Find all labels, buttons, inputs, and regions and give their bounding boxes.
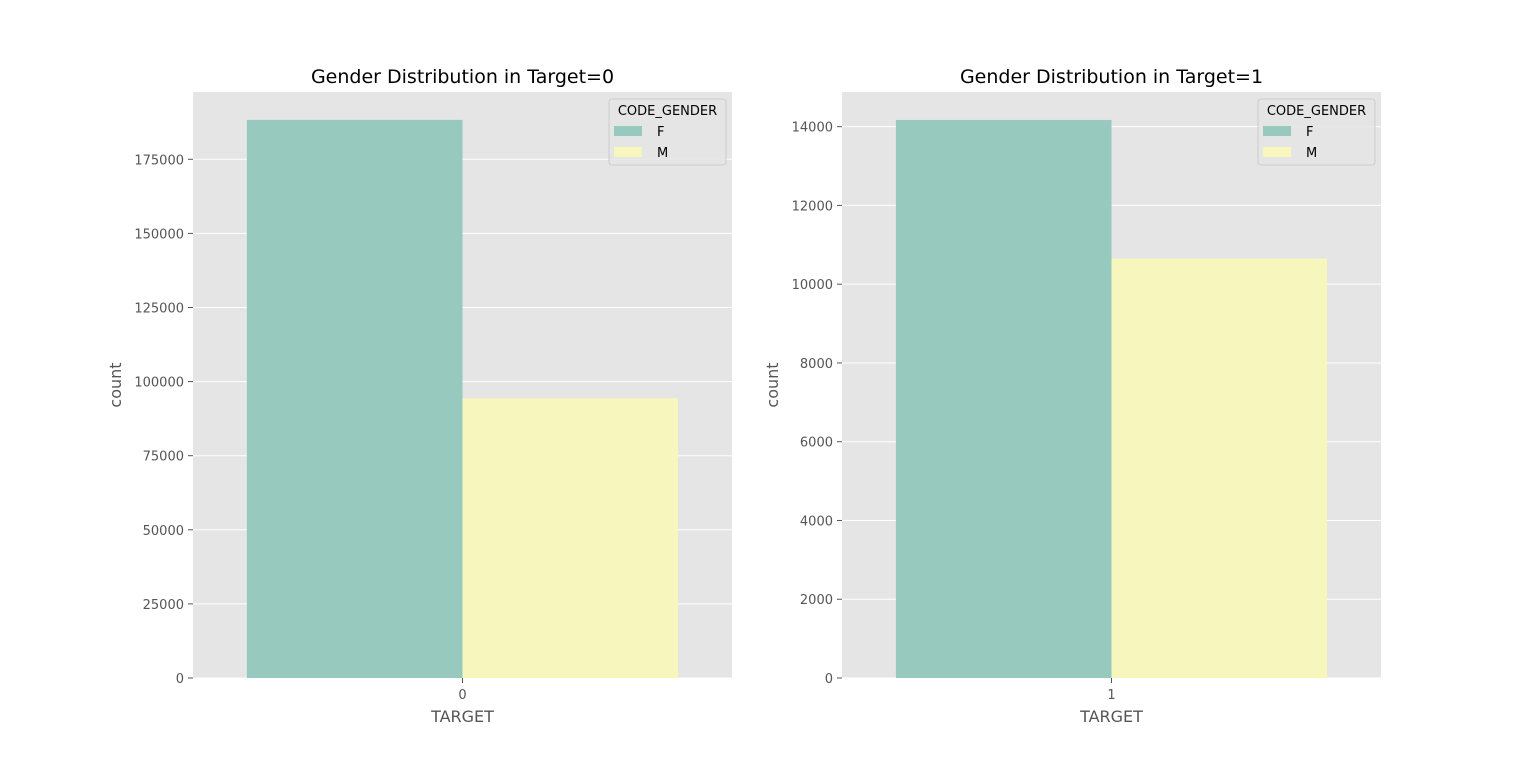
legend-label-m: M: [1306, 146, 1317, 161]
legend-title: CODE_GENDER: [618, 104, 717, 119]
y-tick-label: 10000: [792, 278, 833, 293]
x-tick-label: 0: [458, 688, 466, 703]
y-tick-label: 175000: [134, 153, 184, 168]
y-tick-label: 25000: [143, 598, 184, 613]
chart-1: 1 0 2000 4000 6000 8000 10000 12000 14000 Gender …: [763, 66, 1381, 726]
y-axis-label: count: [106, 362, 125, 407]
legend-swatch-m: [614, 147, 642, 157]
bar-f: [246, 119, 463, 678]
x-axis-label: TARGET: [1079, 707, 1143, 726]
legend-label-f: F: [1306, 125, 1313, 140]
chart-title: Gender Distribution in Target=1: [960, 66, 1263, 88]
legend-label-m: M: [657, 146, 668, 161]
y-tick-label: 150000: [134, 227, 184, 242]
bar-m: [1111, 258, 1328, 678]
y-tick-label: 75000: [143, 450, 184, 465]
y-tick-label: 8000: [800, 357, 833, 372]
x-axis-label: TARGET: [430, 707, 494, 726]
legend-swatch-f: [1263, 126, 1291, 136]
legend-title: CODE_GENDER: [1267, 104, 1366, 119]
y-tick-label: 100000: [134, 376, 184, 391]
legend-swatch-m: [1263, 147, 1291, 157]
y-tick-label: 50000: [143, 524, 184, 539]
legend: CODE_GENDER FM: [608, 98, 727, 166]
legend-swatch-f: [614, 126, 642, 136]
chart-title: Gender Distribution in Target=0: [311, 66, 614, 88]
chart-0: 0 0 25000 50000 75000 100000 125000 150000 17500…: [106, 66, 732, 726]
y-tick-label: 12000: [792, 199, 833, 214]
legend-label-f: F: [657, 125, 664, 140]
y-tick-label: 0: [176, 672, 184, 687]
bar-f: [895, 119, 1112, 679]
bar-m: [462, 398, 679, 678]
y-tick-label: 125000: [134, 301, 184, 316]
y-tick-label: 6000: [800, 436, 833, 451]
y-tick-label: 2000: [800, 593, 833, 608]
x-tick-label: 1: [1107, 688, 1115, 703]
y-tick-label: 14000: [792, 121, 833, 136]
y-axis-label: count: [763, 362, 782, 407]
y-tick-label: 4000: [800, 514, 833, 529]
y-tick-label: 0: [825, 672, 833, 687]
legend: CODE_GENDER FM: [1257, 98, 1376, 166]
